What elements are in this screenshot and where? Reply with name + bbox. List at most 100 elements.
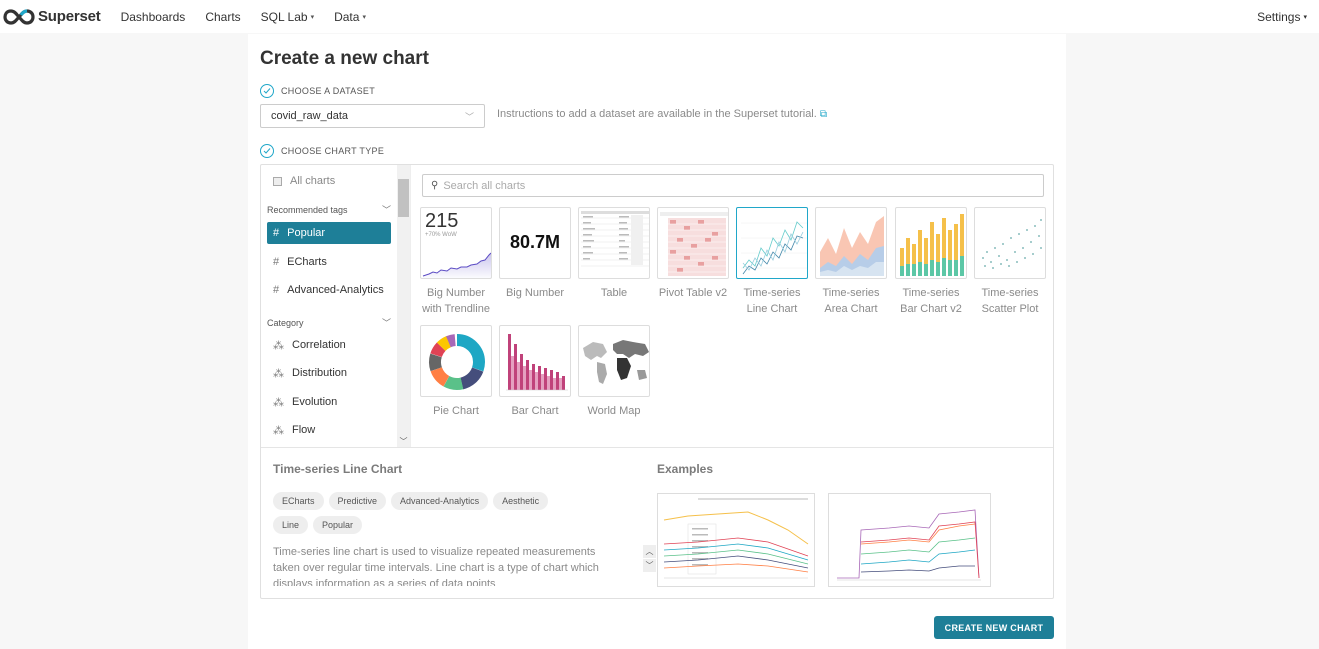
sidebar-tag-echarts[interactable]: # ECharts bbox=[267, 251, 391, 273]
section-label: Recommended tags bbox=[267, 204, 348, 215]
tile-label: Pie Chart bbox=[433, 405, 479, 417]
recommended-tags-header[interactable]: Recommended tags ﹀ bbox=[267, 203, 391, 216]
thumb-sub: +70% WoW bbox=[425, 232, 457, 238]
tile-big-number[interactable]: 80.7M Big Number bbox=[499, 207, 571, 301]
sidebar-label: Flow bbox=[292, 424, 316, 436]
tile-label: Pivot Table v2 bbox=[658, 287, 728, 299]
tile-label: Time-series Line Chart bbox=[743, 287, 801, 315]
dataset-help-link[interactable]: Instructions to add a dataset are availa… bbox=[497, 108, 827, 120]
tile-bar-chart[interactable]: Bar Chart bbox=[499, 325, 571, 419]
nav-settings-label: Settings bbox=[1257, 9, 1301, 24]
thumbnail: 80.7M bbox=[499, 207, 571, 279]
top-navbar: Superset Dashboards Charts SQL Lab ▾ Data… bbox=[0, 0, 1319, 33]
step-label: CHOOSE CHART TYPE bbox=[281, 146, 385, 156]
step-choose-chart-type: CHOOSE CHART TYPE bbox=[260, 144, 384, 158]
sidebar-scrollbar[interactable]: ﹀ bbox=[397, 165, 410, 447]
check-circle-icon bbox=[260, 144, 274, 158]
sidebar-tag-advanced-analytics[interactable]: # Advanced-Analytics bbox=[267, 279, 391, 301]
create-new-chart-button[interactable]: CREATE NEW CHART bbox=[934, 616, 1054, 639]
sidebar-tag-popular[interactable]: # Popular bbox=[267, 222, 391, 244]
chart-search-input[interactable]: ⚲ Search all charts bbox=[422, 174, 1044, 197]
example-image-2[interactable] bbox=[828, 493, 991, 587]
tag: ECharts bbox=[273, 492, 324, 510]
tile-time-series-line-chart[interactable]: Time-series Line Chart bbox=[736, 207, 808, 317]
dataset-select-value: covid_raw_data bbox=[271, 110, 349, 122]
thumbnail bbox=[657, 207, 729, 279]
nav-data[interactable]: Data ▾ bbox=[334, 10, 366, 24]
thumbnail bbox=[895, 207, 967, 279]
tag: Predictive bbox=[328, 492, 387, 510]
sidebar-all-charts[interactable]: All charts bbox=[267, 170, 391, 192]
all-charts-icon bbox=[273, 176, 282, 186]
brand-logo[interactable]: Superset bbox=[3, 8, 101, 25]
sidebar-category-correlation[interactable]: ⁂ Correlation bbox=[267, 334, 391, 356]
chart-sidebar: All charts Recommended tags ﹀ # Popular # E… bbox=[261, 165, 411, 447]
tile-time-series-bar-chart[interactable]: Time-series Bar Chart v2 bbox=[895, 207, 967, 317]
description-scrollbar[interactable]: ︿ ﹀ bbox=[643, 545, 656, 585]
example-image-1[interactable] bbox=[657, 493, 815, 587]
tile-label: Big Number bbox=[505, 287, 565, 299]
sidebar-category-flow[interactable]: ⁂ Flow bbox=[267, 419, 391, 441]
category-icon: ⁂ bbox=[273, 424, 284, 437]
tile-big-number-trendline[interactable]: 215 +70% WoW Big Number with Trendline bbox=[420, 207, 492, 317]
chevron-down-icon: ﹀ bbox=[381, 318, 391, 328]
tile-label: Time-series Bar Chart v2 bbox=[900, 287, 962, 315]
scroll-up-icon[interactable]: ︿ bbox=[643, 545, 656, 558]
sidebar-label: All charts bbox=[290, 175, 336, 187]
thumbnail bbox=[815, 207, 887, 279]
sidebar-category-distribution[interactable]: ⁂ Distribution bbox=[267, 362, 391, 384]
superset-logo-icon bbox=[3, 8, 35, 25]
search-placeholder: Search all charts bbox=[443, 179, 526, 192]
chart-detail-panel: Time-series Line Chart ECharts Predictive… bbox=[261, 447, 1053, 598]
tile-pie-chart[interactable]: Pie Chart bbox=[420, 325, 492, 419]
sidebar-label: ECharts bbox=[287, 256, 327, 268]
search-icon: ⚲ bbox=[431, 180, 439, 191]
hash-icon: # bbox=[273, 256, 280, 268]
nav-dashboards[interactable]: Dashboards bbox=[121, 10, 186, 24]
dataset-help-text: Instructions to add a dataset are availa… bbox=[497, 108, 817, 120]
thumbnail bbox=[499, 325, 571, 397]
tile-table[interactable]: Table bbox=[578, 207, 650, 301]
nav-sql-lab[interactable]: SQL Lab ▾ bbox=[261, 10, 314, 24]
category-header[interactable]: Category ﹀ bbox=[267, 316, 391, 329]
nav-settings[interactable]: Settings ▾ bbox=[1257, 0, 1307, 33]
detail-tags: ECharts Predictive Advanced-Analytics Aesth… bbox=[273, 492, 603, 540]
tile-label: Big Number with Trendline bbox=[422, 287, 490, 315]
hash-icon: # bbox=[273, 227, 280, 239]
chart-type-chooser: All charts Recommended tags ﹀ # Popular # E… bbox=[260, 164, 1054, 599]
create-chart-panel: Create a new chart CHOOSE A DATASET covi… bbox=[248, 34, 1066, 649]
dataset-select[interactable]: covid_raw_data ﹀ bbox=[260, 104, 485, 128]
brand-name: Superset bbox=[38, 8, 101, 25]
step-choose-dataset: CHOOSE A DATASET bbox=[260, 84, 375, 98]
nav-charts[interactable]: Charts bbox=[205, 10, 240, 24]
external-link-icon: ⧉ bbox=[819, 108, 827, 120]
tag: Advanced-Analytics bbox=[391, 492, 489, 510]
tile-label: Bar Chart bbox=[511, 405, 559, 417]
category-icon: ⁂ bbox=[273, 339, 284, 352]
thumbnail bbox=[974, 207, 1046, 279]
thumbnail bbox=[736, 207, 808, 279]
sidebar-label: Popular bbox=[287, 227, 326, 239]
thumbnail bbox=[420, 325, 492, 397]
tile-world-map[interactable]: World Map bbox=[578, 325, 650, 419]
sidebar-label: Evolution bbox=[292, 396, 338, 408]
chevron-down-icon: ﹀ bbox=[464, 111, 474, 122]
tile-time-series-area-chart[interactable]: Time-series Area Chart bbox=[815, 207, 887, 317]
caret-down-icon: ▾ bbox=[310, 13, 315, 21]
scroll-down-icon[interactable]: ﹀ bbox=[643, 559, 656, 572]
detail-description: Time-series line chart is used to visual… bbox=[273, 546, 599, 586]
section-label: Category bbox=[267, 317, 304, 328]
thumbnail bbox=[578, 207, 650, 279]
scrollbar-thumb[interactable] bbox=[398, 179, 409, 217]
tile-pivot-table[interactable]: Pivot Table v2 bbox=[657, 207, 729, 301]
scroll-down-icon[interactable]: ﹀ bbox=[399, 436, 408, 446]
sidebar-label: Advanced-Analytics bbox=[287, 284, 384, 296]
sidebar-category-evolution[interactable]: ⁂ Evolution bbox=[267, 391, 391, 413]
tile-label: Time-series Area Chart bbox=[822, 287, 880, 315]
caret-down-icon: ▾ bbox=[1303, 13, 1307, 21]
hash-icon: # bbox=[273, 284, 280, 296]
nav-charts-label: Charts bbox=[205, 9, 241, 24]
thumbnail bbox=[578, 325, 650, 397]
tile-time-series-scatter-plot[interactable]: Time-series Scatter Plot bbox=[974, 207, 1046, 317]
sidebar-label: Distribution bbox=[292, 367, 348, 379]
